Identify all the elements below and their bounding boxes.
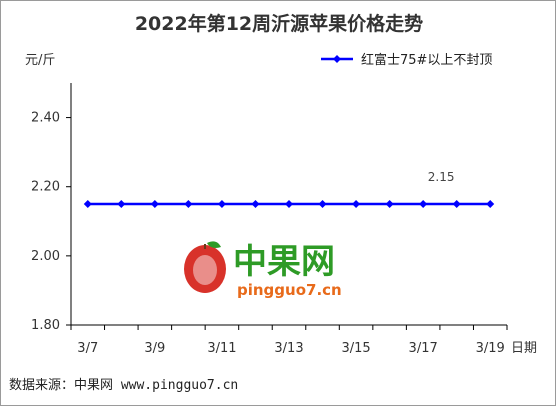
x-tick-label: 3/19 (476, 341, 505, 356)
data-point (184, 200, 193, 208)
x-tick-label: 3/17 (409, 341, 438, 356)
y-tick-label: 2.40 (31, 111, 60, 126)
x-tick-label: 3/11 (207, 341, 236, 356)
data-point (352, 200, 361, 208)
watermark-leaf-icon (207, 241, 221, 248)
data-label: 2.15 (428, 170, 455, 184)
chart-title: 2022年第12周沂源苹果价格走势 (134, 13, 424, 35)
y-tick-label: 2.00 (31, 249, 60, 264)
data-point (419, 200, 428, 208)
data-point (150, 200, 159, 208)
x-tick-label: 3/13 (274, 341, 303, 356)
x-axis-label: 日期 (511, 341, 537, 356)
data-point (251, 200, 260, 208)
x-tick-label: 3/15 (341, 341, 370, 356)
data-point (318, 200, 327, 208)
series-group (83, 200, 495, 208)
y-tick-label: 2.20 (31, 180, 60, 195)
x-tick-label: 3/7 (77, 341, 98, 356)
annotations: 2.15 (428, 170, 455, 184)
legend-swatch (321, 54, 353, 63)
data-point (452, 200, 461, 208)
data-point (486, 200, 495, 208)
watermark-name: 中果网 (233, 242, 335, 282)
watermark-apple-icon (184, 245, 226, 293)
watermark: 中果网 pingguo7.cn (184, 241, 342, 299)
watermark-url: pingguo7.cn (237, 281, 342, 299)
y-axis-unit: 元/斤 (25, 53, 56, 68)
x-tick-label: 3/9 (144, 341, 165, 356)
data-point (285, 200, 293, 208)
data-point (385, 200, 394, 208)
legend: 红富士75#以上不封顶 (319, 49, 492, 68)
data-point (217, 200, 226, 208)
data-point (83, 200, 92, 208)
data-point (117, 200, 126, 208)
data-source: 数据来源：中果网 www.pingguo7.cn (9, 378, 239, 393)
y-tick-label: 1.80 (31, 318, 60, 333)
legend-label: 红富士75#以上不封顶 (361, 53, 493, 68)
axes: 1.80 2.00 2.20 2.40 3/7 3/9 3/11 3/13 3/15 3/17 3/… (31, 83, 537, 356)
